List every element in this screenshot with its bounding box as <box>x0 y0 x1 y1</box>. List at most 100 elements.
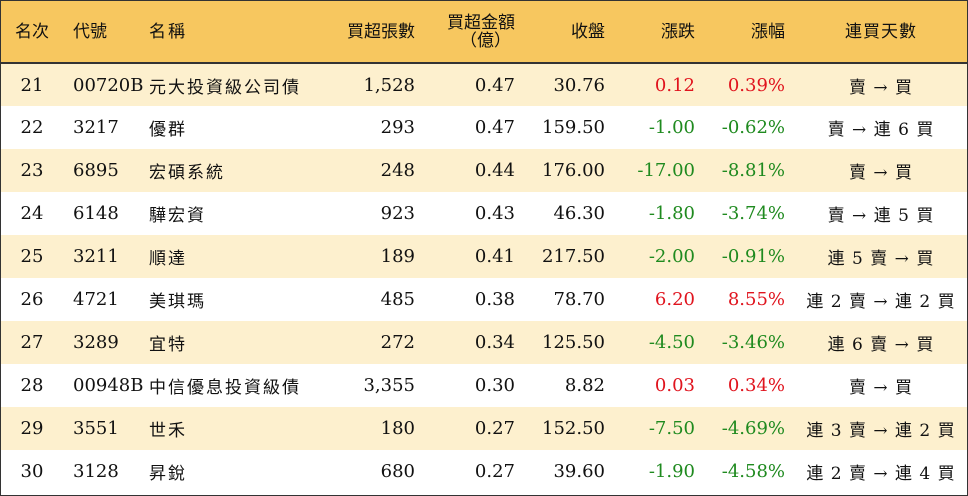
header-close: 收盤 <box>571 21 605 42</box>
table-header-row: 名次 代號 名稱 買超張數 買超金額 （億） 收盤 漲跌 漲幅 連買天數 <box>1 1 967 63</box>
cell-close: 39.60 <box>553 461 605 482</box>
cell-close: 152.50 <box>542 418 605 439</box>
cell-name: 順達 <box>149 249 187 269</box>
table-row: 23 6895 宏碩系統 248 0.44 176.00 -17.00 -8.81% 賣 → 買 <box>1 149 967 192</box>
cell-code: 00720B <box>73 74 144 96</box>
cell-days: 連 5 賣 → 買 <box>827 249 935 269</box>
cell-name: 宜特 <box>149 335 187 355</box>
cell-net-buy-amount: 0.27 <box>474 418 515 439</box>
cell-change: 6.20 <box>654 289 695 310</box>
cell-net-buy-lots: 923 <box>380 203 415 224</box>
cell-rank: 28 <box>20 375 44 396</box>
cell-code: 3217 <box>73 117 119 138</box>
cell-close: 176.00 <box>542 160 605 181</box>
cell-name: 美琪瑪 <box>149 292 206 312</box>
cell-name: 宏碩系統 <box>149 163 225 183</box>
cell-net-buy-amount: 0.47 <box>474 117 515 138</box>
cell-change: -7.50 <box>648 418 695 439</box>
header-name: 名稱 <box>149 21 187 42</box>
cell-code: 3551 <box>73 418 119 439</box>
cell-days: 連 3 賣 → 連 2 買 <box>806 421 956 441</box>
header-net-buy-lots: 買超張數 <box>347 21 415 42</box>
cell-code: 6148 <box>73 203 119 224</box>
cell-pct: 8.55% <box>727 289 785 310</box>
cell-net-buy-amount: 0.38 <box>474 289 515 310</box>
cell-code: 00948B <box>73 375 144 396</box>
cell-net-buy-amount: 0.30 <box>474 375 515 396</box>
cell-change: 0.12 <box>654 74 695 96</box>
cell-code: 4721 <box>73 289 119 310</box>
table-row: 28 00948B 中信優息投資級債 3,355 0.30 8.82 0.03 0.34% 賣 … <box>1 364 967 407</box>
cell-change: -4.50 <box>648 332 695 353</box>
table-row: 30 3128 昇銳 680 0.27 39.60 -1.90 -4.58% 連 2 賣 → 連… <box>1 450 967 493</box>
cell-net-buy-amount: 0.41 <box>474 246 515 267</box>
cell-pct: -4.58% <box>721 461 785 482</box>
header-net-buy-amount: 買超金額 （億） <box>425 1 525 63</box>
cell-days: 賣 → 買 <box>848 163 914 183</box>
cell-pct: -3.46% <box>721 332 785 353</box>
cell-close: 46.30 <box>553 203 605 224</box>
cell-days: 連 6 賣 → 買 <box>827 335 935 355</box>
table-row: 22 3217 優群 293 0.47 159.50 -1.00 -0.62% 賣 → 連 6 … <box>1 106 967 149</box>
cell-close: 125.50 <box>542 332 605 353</box>
cell-rank: 30 <box>20 461 44 482</box>
cell-days: 賣 → 連 5 買 <box>827 206 935 226</box>
cell-rank: 22 <box>20 117 44 138</box>
cell-change: -1.80 <box>648 203 695 224</box>
cell-pct: -8.81% <box>721 160 785 181</box>
cell-change: -2.00 <box>648 246 695 267</box>
cell-days: 連 2 賣 → 連 2 買 <box>806 292 956 312</box>
cell-name: 驊宏資 <box>149 206 206 226</box>
cell-code: 3289 <box>73 332 119 353</box>
cell-days: 賣 → 買 <box>848 378 914 398</box>
cell-net-buy-amount: 0.43 <box>474 203 515 224</box>
cell-net-buy-lots: 1,528 <box>363 74 415 96</box>
cell-close: 217.50 <box>542 246 605 267</box>
table-row: 24 6148 驊宏資 923 0.43 46.30 -1.80 -3.74% 賣 → 連 5 … <box>1 192 967 235</box>
cell-pct: 0.34% <box>727 375 785 396</box>
cell-net-buy-amount: 0.44 <box>474 160 515 181</box>
cell-net-buy-lots: 680 <box>380 461 415 482</box>
cell-rank: 26 <box>20 289 44 310</box>
cell-name: 中信優息投資級債 <box>149 378 301 398</box>
header-net-buy-amount-line1: 買超金額 <box>447 12 515 33</box>
cell-pct: -0.62% <box>721 117 785 138</box>
table-row: 29 3551 世禾 180 0.27 152.50 -7.50 -4.69% 連 3 賣 → … <box>1 407 967 450</box>
header-net-buy-amount-line2: （億） <box>460 30 511 51</box>
table-row: 25 3211 順達 189 0.41 217.50 -2.00 -0.91% 連 5 賣 → … <box>1 235 967 278</box>
cell-net-buy-lots: 180 <box>380 418 415 439</box>
cell-net-buy-lots: 272 <box>380 332 415 353</box>
cell-net-buy-amount: 0.27 <box>474 461 515 482</box>
cell-days: 賣 → 買 <box>848 77 914 98</box>
cell-close: 78.70 <box>553 289 605 310</box>
cell-rank: 29 <box>20 418 44 439</box>
cell-net-buy-amount: 0.47 <box>474 74 515 96</box>
cell-close: 30.76 <box>553 74 605 96</box>
cell-name: 世禾 <box>149 421 187 441</box>
cell-days: 連 2 賣 → 連 4 買 <box>806 464 956 484</box>
cell-pct: -0.91% <box>721 246 785 267</box>
cell-rank: 25 <box>20 246 44 267</box>
cell-change: -17.00 <box>637 160 695 181</box>
cell-net-buy-amount: 0.34 <box>474 332 515 353</box>
table-row: 26 4721 美琪瑪 485 0.38 78.70 6.20 8.55% 連 2 賣 → 連 … <box>1 278 967 321</box>
cell-close: 159.50 <box>542 117 605 138</box>
cell-name: 昇銳 <box>149 464 187 484</box>
table-row: 21 00720B 元大投資級公司債 1,528 0.47 30.76 0.12 0.39% 賣… <box>1 63 967 106</box>
cell-name: 優群 <box>149 120 187 140</box>
cell-net-buy-lots: 3,355 <box>363 375 415 396</box>
cell-pct: 0.39% <box>727 74 785 96</box>
header-days: 連買天數 <box>845 21 917 42</box>
cell-code: 3128 <box>73 461 119 482</box>
header-change: 漲跌 <box>661 21 695 42</box>
cell-net-buy-lots: 189 <box>380 246 415 267</box>
header-code: 代號 <box>73 21 107 42</box>
cell-change: -1.00 <box>648 117 695 138</box>
cell-days: 賣 → 連 6 買 <box>827 120 935 140</box>
cell-change: -1.90 <box>648 461 695 482</box>
cell-net-buy-lots: 485 <box>380 289 415 310</box>
cell-rank: 21 <box>20 74 44 96</box>
header-pct: 漲幅 <box>751 21 785 42</box>
